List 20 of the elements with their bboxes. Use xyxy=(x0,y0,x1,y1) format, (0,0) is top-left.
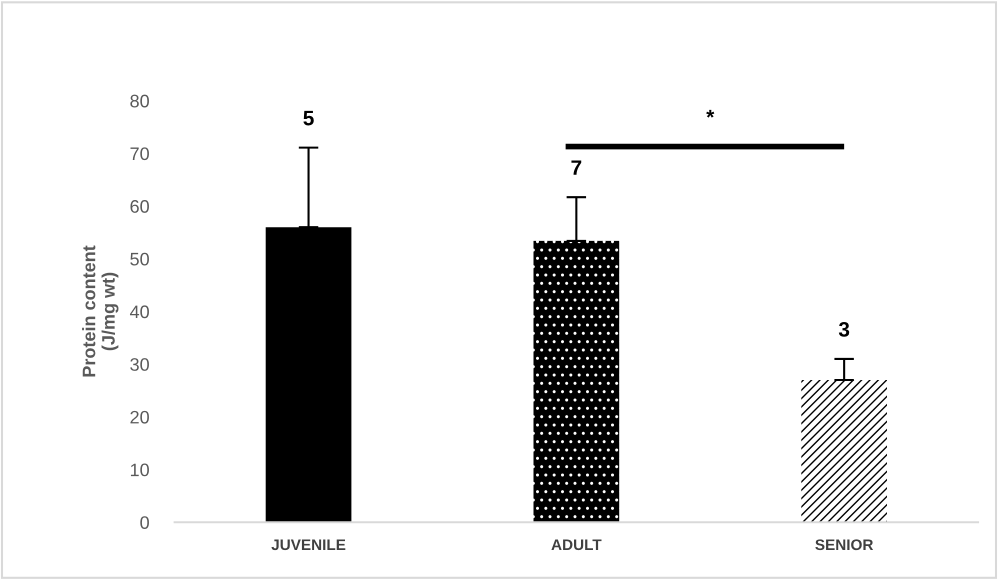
y-tick-label: 10 xyxy=(130,464,149,476)
y-tick-label: 0 xyxy=(140,516,149,529)
bar xyxy=(801,380,887,522)
annotation: 3 xyxy=(838,322,850,337)
y-tick-label: 60 xyxy=(130,200,149,213)
annotation: 7 xyxy=(571,160,582,175)
x-tick-label: SENIOR xyxy=(815,539,874,550)
y-tick-label: 30 xyxy=(130,358,149,371)
y-tick-label: 80 xyxy=(130,94,149,108)
bar xyxy=(534,240,620,522)
y-tick-label: 20 xyxy=(130,410,149,424)
x-tick-label: JUVENILE xyxy=(271,539,346,550)
y-axis-title: Protein content (J/mg wt) xyxy=(82,246,118,376)
annotation: * xyxy=(706,110,714,118)
x-tick-label: ADULT xyxy=(551,539,602,550)
y-tick-label: 40 xyxy=(130,305,149,318)
y-tick-label: 50 xyxy=(130,252,149,266)
y-tick-label: 70 xyxy=(130,147,149,160)
bar xyxy=(266,227,352,522)
annotation: 5 xyxy=(303,110,314,126)
